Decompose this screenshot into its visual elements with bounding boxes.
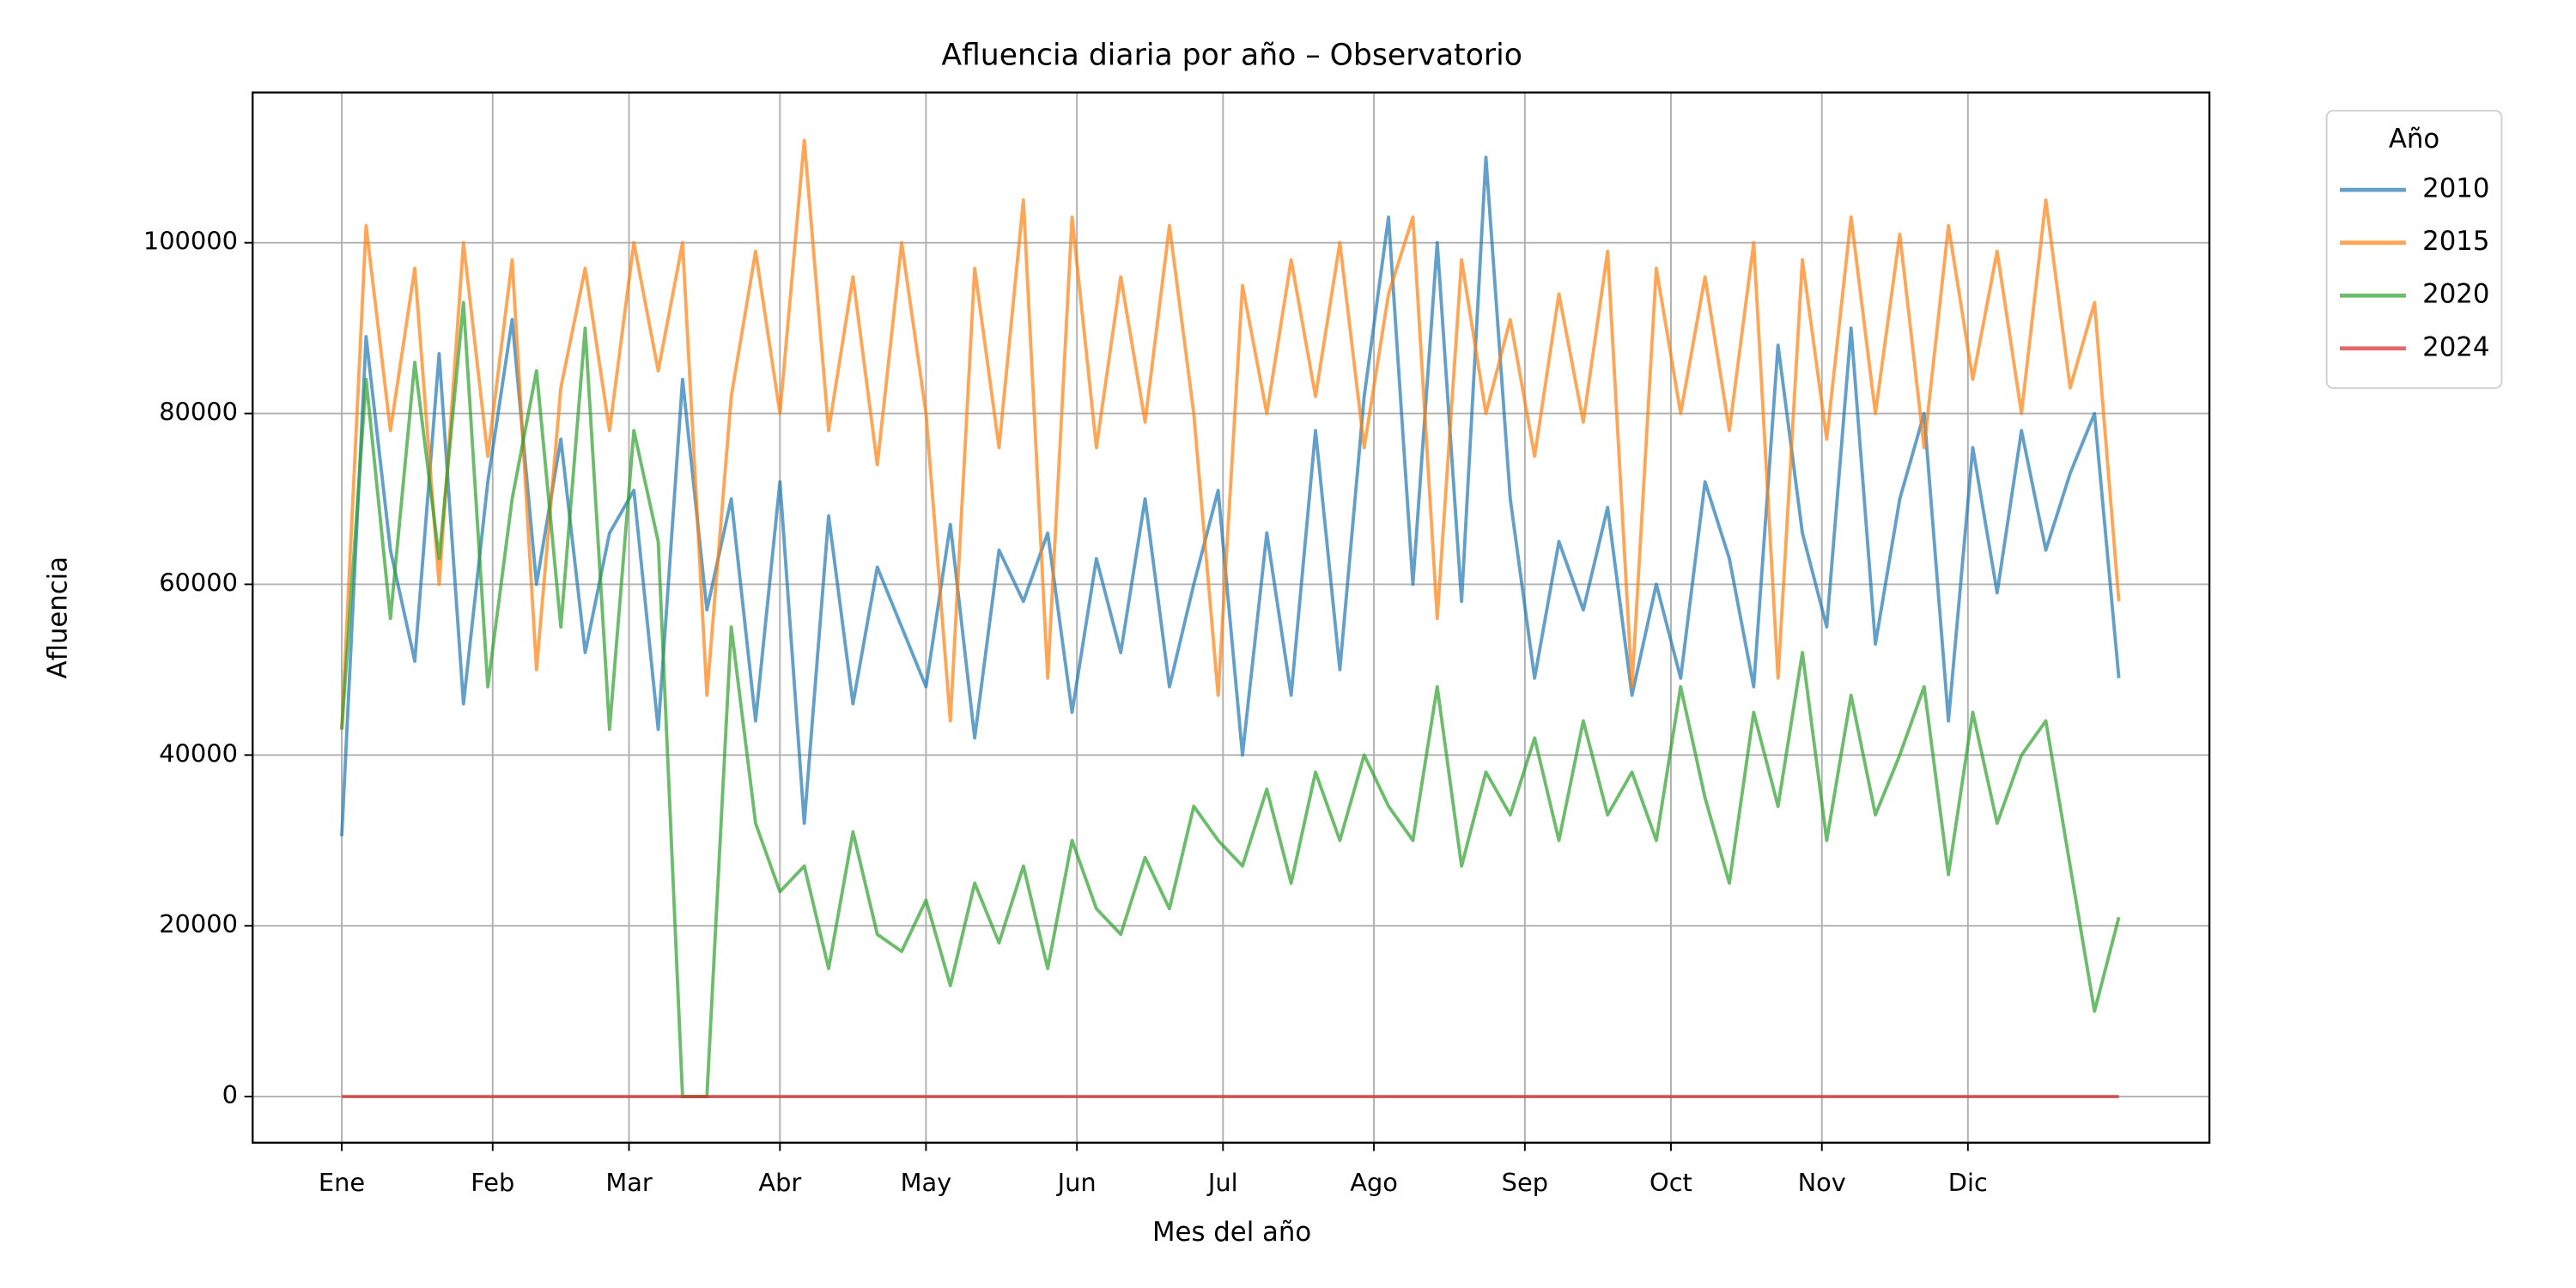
x-tick-label: May <box>901 1168 952 1197</box>
x-tick-label: Abr <box>758 1168 801 1197</box>
x-tick-label: Feb <box>471 1168 514 1197</box>
y-tick-label: 0 <box>222 1080 238 1109</box>
x-axis-label: Mes del año <box>1152 1217 1311 1248</box>
x-tick-label: Sep <box>1502 1168 1548 1197</box>
legend-title: Año <box>2389 124 2439 155</box>
x-tick-label: Jul <box>1206 1168 1238 1197</box>
y-tick-label: 60000 <box>159 568 238 597</box>
y-tick-label: 40000 <box>159 738 238 768</box>
series-line <box>340 138 2121 730</box>
legend-label: 2020 <box>2422 279 2489 310</box>
y-tick-label: 100000 <box>143 227 238 256</box>
y-tick-label: 80000 <box>159 398 238 427</box>
x-tick-label: Dic <box>1948 1168 1988 1197</box>
x-tick-label: Ene <box>319 1168 365 1197</box>
y-tick-label: 20000 <box>159 909 238 939</box>
chart-title: Afluencia diaria por año – Observatorio <box>941 38 1522 72</box>
series-line <box>340 155 2121 836</box>
legend-label: 2010 <box>2422 173 2489 204</box>
x-tick-label: Nov <box>1798 1168 1846 1197</box>
plot-frame <box>252 91 2211 1144</box>
legend-label: 2024 <box>2422 331 2489 362</box>
legend-box <box>2325 109 2503 389</box>
x-tick-label: Ago <box>1350 1168 1398 1197</box>
series-line <box>340 301 2121 1098</box>
y-axis-label: Afluencia <box>43 556 74 679</box>
x-tick-label: Jun <box>1056 1168 1097 1197</box>
x-tick-label: Oct <box>1649 1168 1692 1197</box>
x-tick-label: Mar <box>605 1168 653 1197</box>
legend-label: 2015 <box>2422 226 2489 257</box>
